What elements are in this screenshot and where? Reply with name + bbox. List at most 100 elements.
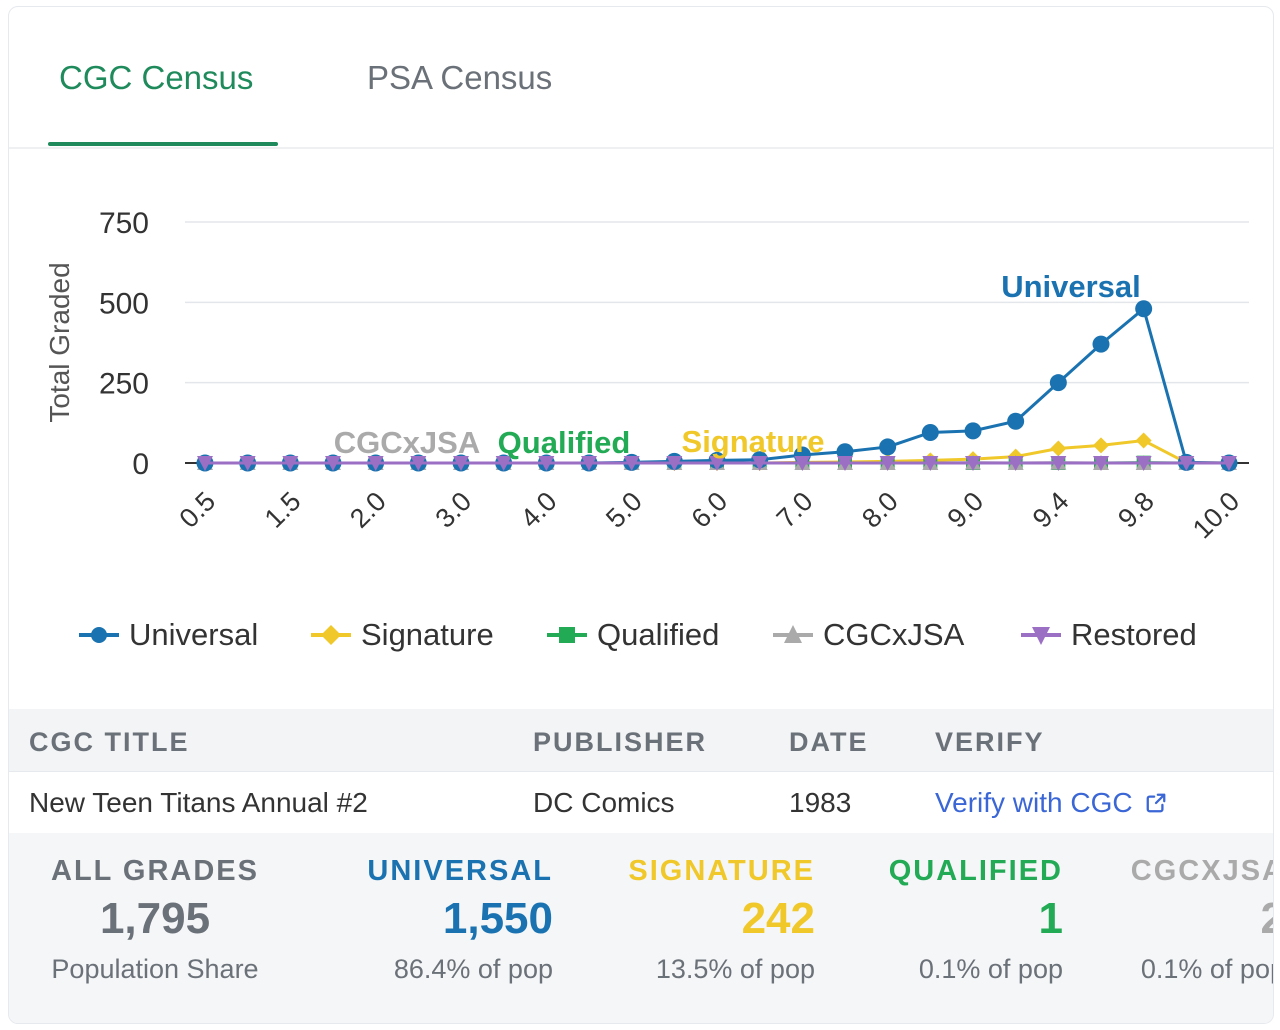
data-point-signature [1093,437,1109,454]
legend-item-qualified[interactable]: Qualified [545,617,719,653]
data-point-restored [538,456,555,471]
data-point-restored [623,456,640,471]
data-point-restored [965,456,981,471]
x-tick-label: 5.0 [600,486,648,534]
data-point-restored [1135,456,1152,471]
stat-universal: UNIVERSAL 1,550 86.4% of pop [313,855,553,985]
data-point-restored [709,456,725,471]
stat-qualified: QUALIFIED 1 0.1% of pop [823,855,1063,985]
legend-item-universal[interactable]: Universal [77,617,258,653]
series-annotation: CGCxJSA [334,425,480,460]
data-point-restored [751,456,768,471]
y-tick-label: 250 [99,368,149,401]
series-annotation: Universal [1001,269,1141,304]
x-tick-label: 10.0 [1187,486,1245,544]
data-point-restored [837,456,853,471]
population-stats: ALL GRADES 1,795 Population Share UNIVER… [9,833,1273,1023]
census-chart: 0 250 500 750 Total Graded 0.5 1.5 2.0 3.0 4.0 5.0… [44,207,1249,544]
x-tick-label: 0.5 [173,486,221,534]
data-point-restored [325,456,341,471]
data-point-universal [1135,300,1153,318]
series-annotation: Signature [682,424,825,459]
legend-item-cgcxjsa[interactable]: CGCxJSA [771,617,964,653]
data-point-universal [1007,412,1025,430]
census-card: CGC Census PSA Census 0 250 500 750 Total Gr… [8,6,1274,1024]
x-tick-label: 9.0 [941,486,989,534]
legend-item-restored[interactable]: Restored [1019,617,1197,653]
data-point-restored [1050,456,1067,471]
stat-sub: 86.4% of pop [393,954,553,984]
x-tick-label: 3.0 [429,486,477,534]
data-point-restored [239,456,256,471]
y-tick-label: 0 [132,448,149,481]
tab-cgc-census[interactable]: CGC Census [59,59,254,96]
header-cgc-title: CGC TITLE [29,727,190,757]
comic-title: New Teen Titans Annual #2 [29,787,368,818]
header-verify: VERIFY [935,727,1045,757]
legend-restored-marker-icon [1021,627,1061,645]
header-date: DATE [789,727,869,757]
data-point-restored [453,456,469,471]
stat-label: UNIVERSAL [367,855,553,887]
data-point-signature [1050,440,1067,457]
data-point-universal [964,422,982,440]
table-row: New Teen Titans Annual #2 DC Comics 1983… [9,771,1273,834]
legend-item-signature[interactable]: Signature [309,617,494,653]
stat-all-grades: ALL GRADES 1,795 Population Share [35,855,275,985]
data-point-universal [921,423,939,441]
data-point-universal [1049,374,1067,392]
tab-psa-census[interactable]: PSA Census [367,59,553,96]
comic-publisher: DC Comics [533,787,675,818]
stat-label: ALL GRADES [51,855,259,887]
stat-value: 242 [741,894,815,943]
data-point-restored [922,456,939,471]
legend-cgcxjsa-marker-icon [773,625,813,643]
data-point-restored [666,456,683,471]
data-point-restored [581,456,597,471]
stat-value: 1 [1038,894,1063,943]
data-point-restored [282,456,299,471]
legend-universal-marker-icon [79,627,119,643]
verify-with-cgc-link[interactable]: Verify with CGC [935,787,1167,819]
stat-value: 1,550 [442,894,553,943]
verify-link-label: Verify with CGC [935,787,1133,818]
x-tick-label: 6.0 [685,486,733,534]
x-tick-label: 9.4 [1027,486,1075,534]
legend-label: Qualified [597,617,720,652]
data-point-restored [1093,456,1109,471]
data-point-restored [794,456,811,471]
stat-cgcxjsa: CGCXJSA 2 0.1% of pop [1045,855,1274,985]
stat-label: SIGNATURE [628,855,815,887]
data-point-signature [1135,432,1152,449]
x-tick-label: 8.0 [856,486,904,534]
stat-value: 2 [1045,894,1273,944]
y-axis-label: Total Graded [44,262,75,422]
x-tick-label: 1.5 [259,486,307,534]
series-annotation: Qualified [498,425,631,460]
legend-label: Signature [361,617,494,652]
comic-date: 1983 [789,787,852,818]
data-point-restored [1007,456,1024,471]
legend-label: Restored [1071,617,1197,652]
header-publisher: PUBLISHER [533,727,708,757]
active-tab-indicator [48,142,278,146]
census-tabs: CGC Census PSA Census [9,7,1273,149]
x-tick-label: 4.0 [515,486,563,534]
data-point-restored [495,456,512,471]
legend-label: CGCxJSA [823,617,965,652]
stat-label: QUALIFIED [888,855,1063,887]
data-point-restored [197,456,213,471]
data-point-restored [410,456,427,471]
stat-sub: Population Share [51,954,259,984]
x-tick-label: 2.0 [344,486,392,534]
chart-legend: Universal Signature Qualified CGCxJSA [9,617,1273,661]
stat-value: 1,795 [99,894,211,943]
legend-label: Universal [129,617,259,652]
table-header: CGC TITLE PUBLISHER DATE VERIFY [9,709,1273,772]
stat-label: CGCXJSA [1130,855,1274,887]
data-point-restored [1221,456,1237,471]
x-tick-label: 9.8 [1112,486,1160,534]
data-point-restored [879,456,896,471]
legend-signature-marker-icon [311,625,351,645]
data-point-restored [367,456,384,471]
